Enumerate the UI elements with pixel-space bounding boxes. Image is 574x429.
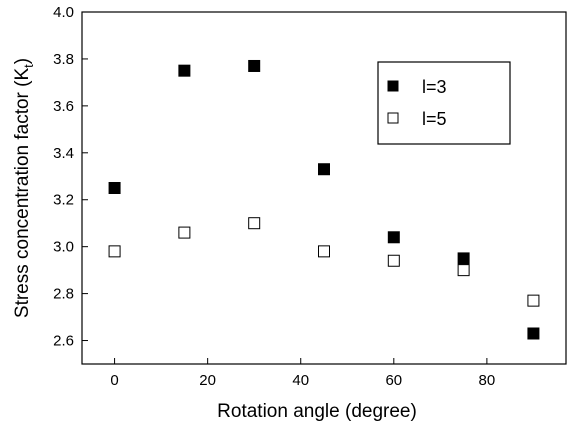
x-tick-label: 20 [199, 372, 216, 389]
x-axis: 0 20 40 60 80 [110, 358, 495, 389]
y-axis-title: Stress concentration factor (Kt) [12, 58, 36, 318]
data-point-filled-square [318, 163, 330, 176]
y-tick-label: 3.8 [53, 51, 74, 68]
data-point-filled-square [248, 59, 261, 72]
y-tick-label: 3.2 [53, 192, 74, 209]
y-axis: 2.6 2.8 3.0 3.2 3.4 3.6 3.8 4.0 [53, 4, 88, 350]
data-points [108, 59, 540, 340]
data-point-filled-square [387, 231, 400, 244]
data-point-open-square [387, 254, 400, 267]
legend-marker-filled-square [387, 80, 399, 92]
y-axis-title-main: Stress concentration factor (K [12, 68, 33, 319]
data-point-filled-square [527, 327, 540, 340]
x-tick-label: 80 [479, 372, 496, 389]
legend-label-series-1: l=3 [422, 77, 447, 97]
data-point-open-square [178, 226, 191, 239]
data-point-open-square [527, 294, 540, 307]
x-tick-label: 40 [292, 372, 309, 389]
plot-area [81, 11, 567, 365]
y-tick-label: 3.0 [53, 239, 74, 256]
data-point-open-square [318, 245, 330, 258]
data-point-filled-square [457, 252, 470, 265]
legend-label-series-2: l=5 [422, 109, 447, 129]
y-tick-label: 4.0 [53, 4, 74, 21]
y-tick-label: 3.4 [53, 145, 74, 162]
y-tick-label: 3.6 [53, 98, 74, 115]
data-point-open-square [248, 217, 261, 230]
legend-marker-open-square [387, 112, 399, 124]
y-axis-title-close: ) [12, 58, 33, 64]
data-point-filled-square [108, 182, 121, 194]
legend: l=3 l=5 [377, 61, 511, 145]
legend-box [377, 61, 511, 145]
data-point-open-square [108, 245, 121, 258]
x-axis-title: Rotation angle (degree) [217, 401, 417, 422]
y-tick-label: 2.8 [53, 286, 74, 303]
y-axis-title-subscript: t [21, 64, 36, 68]
data-point-filled-square [178, 64, 191, 77]
data-point-open-square [457, 264, 470, 277]
x-tick-label: 60 [385, 372, 402, 389]
x-tick-label: 0 [110, 372, 118, 389]
y-tick-label: 2.6 [53, 333, 74, 350]
